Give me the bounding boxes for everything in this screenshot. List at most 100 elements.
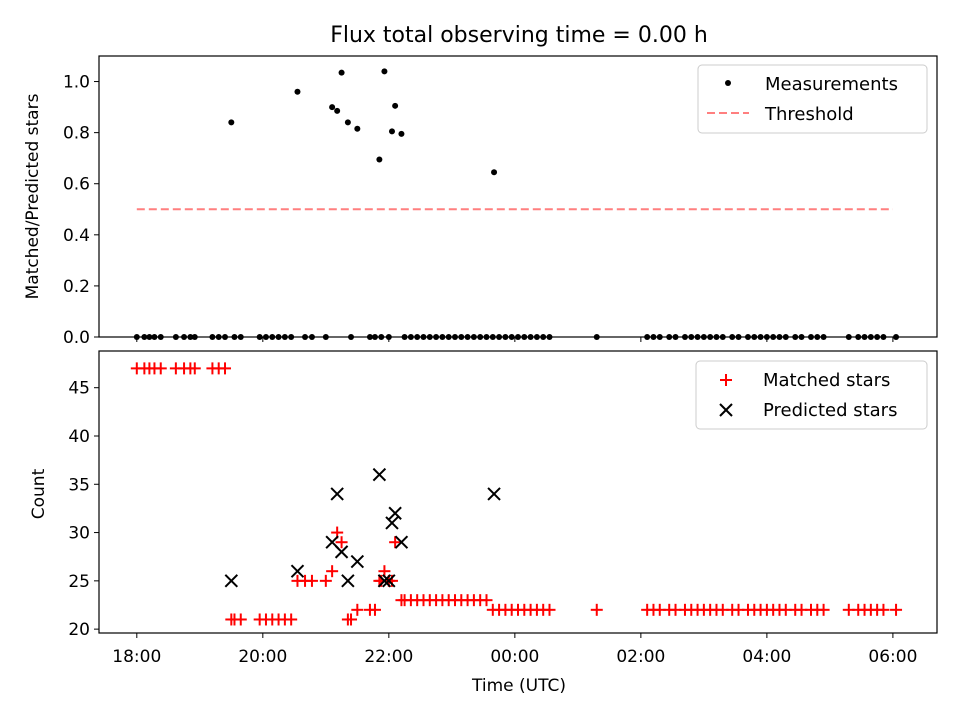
bottom-y-tick-label-5: 45: [68, 379, 90, 399]
matched-point-25: [326, 565, 339, 578]
predicted-point-b-5: [341, 574, 355, 588]
bottom-y-axis-label: Count: [29, 468, 49, 519]
x-axis-label: Time (UTC): [471, 676, 566, 696]
measurement-point-10: [392, 102, 399, 109]
measurement-point-6: [354, 125, 361, 132]
matched-point-64: [590, 603, 603, 616]
predicted-point-4: [334, 545, 349, 559]
bottom-y-tick-label-0: 20: [68, 620, 90, 640]
predicted-point-b-2: [325, 535, 339, 549]
matched-point-14: [234, 613, 247, 626]
bottom-y-tick-label-4: 40: [68, 427, 90, 447]
measurement-point-3: [334, 107, 341, 114]
x-tick-label-3: 00:00: [490, 647, 539, 667]
measurement-point-5: [344, 119, 351, 126]
top-y-tick-label-4: 0.8: [63, 124, 90, 144]
matched-point-4: [154, 362, 167, 375]
measurement-point-0: [228, 119, 235, 126]
x-tick-label-6: 06:00: [868, 647, 917, 667]
predicted-point-3: [330, 487, 344, 501]
measurement-point-2: [329, 104, 336, 111]
predicted-point-10: [385, 516, 399, 530]
predicted-point-b-1: [290, 564, 305, 578]
matched-point-32: [368, 603, 381, 616]
legend-matched-marker: [720, 374, 732, 386]
predicted-point-b-0: [224, 574, 239, 588]
predicted-point-b-10: [385, 516, 399, 530]
legend-predicted-label: Predicted stars: [763, 400, 897, 421]
chart-title: Flux total observing time = 0.00 h: [330, 23, 708, 48]
predicted-point-1: [290, 564, 305, 578]
predicted-point-13: [487, 487, 501, 501]
predicted-point-8: [377, 574, 392, 588]
measurement-point-9: [388, 128, 395, 135]
predicted-point-b-11: [388, 506, 402, 520]
matched-point-90: [817, 603, 830, 616]
bottom-y-tick-label-2: 30: [68, 524, 90, 544]
top-legend-box: [697, 64, 928, 134]
predicted-point-0: [224, 574, 239, 588]
predicted-point-b-8: [377, 574, 392, 588]
top-y-tick-label-0: 0.0: [63, 328, 90, 348]
predicted-point-b-6: [350, 554, 365, 569]
bottom-legend: Matched stars Predicted stars: [695, 360, 928, 430]
predicted-point-6: [350, 554, 365, 569]
legend-threshold-label: Threshold: [764, 104, 854, 125]
x-tick-label-4: 02:00: [616, 647, 665, 667]
top-y-tick-label-1: 0.2: [63, 277, 90, 297]
x-tick-label-2: 22:00: [364, 647, 413, 667]
bottom-panel: 18:00 20:00 22:00 00:00 02:00 04:00 06:00 20 25 3…: [29, 350, 938, 696]
top-axes-frame: [98, 55, 938, 338]
matched-point-63: [543, 603, 556, 616]
measurement-point-11: [398, 130, 405, 137]
legend-predicted-marker: [719, 403, 733, 417]
measurement-point-1: [294, 88, 301, 95]
predicted-point-b-3: [330, 487, 344, 501]
x-tick-label-1: 20:00: [238, 647, 287, 667]
matched-point-27: [335, 536, 348, 549]
measurement-point-4: [338, 69, 345, 76]
bottom-marks: [130, 362, 903, 626]
top-axes: 0.0 0.2 0.4 0.6 0.8 1.0: [63, 73, 894, 348]
matched-point-97: [890, 603, 903, 616]
x-tick-label-5: 04:00: [742, 647, 791, 667]
bottom-y-tick-label-3: 35: [68, 475, 90, 495]
matched-point-20: [285, 613, 298, 626]
matched-point-29: [345, 613, 358, 626]
measurement-point-7: [376, 156, 383, 163]
predicted-point-5: [341, 574, 355, 588]
top-legend: Measurements Threshold: [697, 64, 928, 134]
top-y-tick-label-2: 0.4: [63, 226, 90, 246]
bottom-legend-box: [695, 360, 928, 430]
predicted-point-b-7: [372, 467, 387, 482]
legend-measurements-label: Measurements: [765, 74, 898, 95]
matched-point-53: [480, 594, 493, 607]
legend-matched-label: Matched stars: [763, 370, 890, 391]
matched-point-30: [351, 603, 364, 616]
measurement-point-12: [491, 169, 498, 176]
top-y-tick-label-5: 1.0: [63, 73, 90, 93]
top-panel: 0.0 0.2 0.4 0.6 0.8 1.0 Matched/Predicted sta…: [23, 55, 938, 348]
legend-measurements-marker: [725, 80, 731, 86]
top-y-axis-label: Matched/Predicted stars: [23, 93, 43, 299]
predicted-point-7: [372, 467, 387, 482]
predicted-point-b-12: [394, 535, 409, 549]
predicted-point-b-9: [382, 574, 396, 588]
predicted-point-12: [394, 535, 409, 549]
top-y-tick-label-3: 0.6: [63, 175, 90, 195]
matched-point-11: [219, 362, 232, 375]
measurement-point-8: [381, 68, 388, 75]
bottom-axes: 18:00 20:00 22:00 00:00 02:00 04:00 06:00 20 25 3…: [68, 379, 917, 667]
matched-point-23: [305, 574, 318, 587]
matched-point-96: [877, 603, 890, 616]
bottom-y-tick-label-1: 25: [68, 572, 90, 592]
matched-point-8: [188, 362, 201, 375]
matched-point-24: [319, 574, 332, 587]
predicted-point-b-4: [334, 545, 349, 559]
predicted-point-9: [382, 574, 396, 588]
predicted-point-b-13: [487, 487, 501, 501]
predicted-point-11: [388, 506, 402, 520]
bottom-axes-frame: [98, 350, 938, 634]
x-tick-label-0: 18:00: [112, 647, 161, 667]
